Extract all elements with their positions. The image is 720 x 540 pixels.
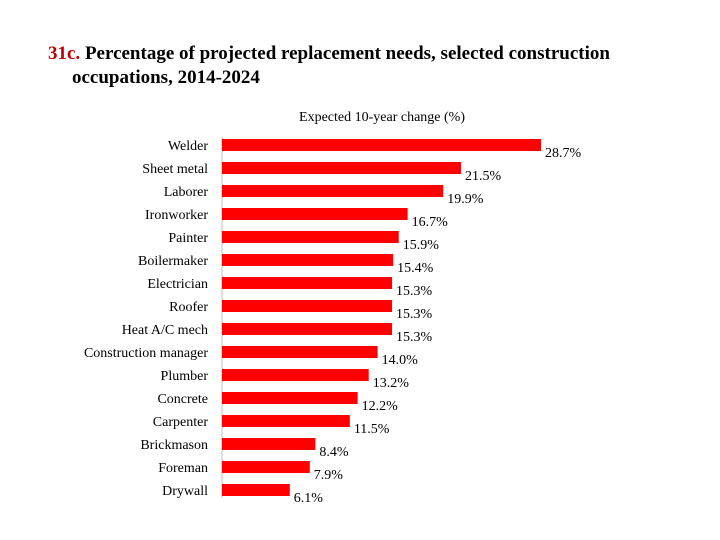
bar [222, 139, 541, 151]
category-label: Concrete [157, 392, 208, 407]
value-label: 15.3% [396, 330, 433, 345]
category-label: Plumber [161, 369, 209, 384]
value-label: 15.9% [403, 238, 440, 253]
category-label: Laborer [164, 185, 209, 200]
bar [222, 231, 399, 243]
category-label: Construction manager [84, 346, 208, 361]
category-label: Boilermaker [138, 254, 208, 269]
bar [222, 208, 408, 220]
category-label: Welder [168, 139, 208, 154]
value-label: 12.2% [362, 399, 399, 414]
value-label: 14.0% [382, 353, 419, 368]
value-label: 8.4% [319, 445, 349, 460]
value-label: 15.4% [397, 261, 434, 276]
chart-title-line1: Percentage of projected replacement need… [84, 43, 610, 64]
category-label: Brickmason [140, 438, 208, 453]
chart-number: 31c. [48, 43, 81, 64]
bar [222, 300, 393, 312]
category-label: Sheet metal [142, 162, 208, 177]
bar [222, 162, 461, 174]
bar [222, 185, 444, 197]
value-label: 16.7% [412, 215, 449, 230]
bar [222, 346, 378, 358]
chart-title-line2: occupations, 2014-2024 [72, 67, 260, 88]
bar [222, 484, 290, 496]
bar [222, 392, 358, 404]
value-label: 13.2% [373, 376, 410, 391]
bar [222, 323, 393, 335]
category-label: Electrician [147, 277, 208, 292]
chart-subtitle: Expected 10-year change (%) [299, 110, 465, 125]
bar [222, 415, 350, 427]
chart-title: 31c. Percentage of projected replacement… [48, 42, 688, 90]
category-label: Painter [168, 231, 208, 246]
category-label: Drywall [162, 484, 208, 499]
value-label: 7.9% [314, 468, 344, 483]
value-label: 15.3% [396, 307, 433, 322]
bar [222, 461, 310, 473]
value-label: 6.1% [294, 491, 324, 506]
bar [222, 438, 316, 450]
bar [222, 369, 369, 381]
value-label: 21.5% [465, 169, 502, 184]
bar [222, 254, 394, 266]
value-label: 15.3% [396, 284, 433, 299]
value-label: 11.5% [354, 422, 390, 437]
category-label: Carpenter [153, 415, 209, 430]
category-label: Heat A/C mech [122, 323, 208, 338]
category-label: Ironworker [145, 208, 208, 223]
value-label: 28.7% [545, 146, 582, 161]
category-label: Roofer [169, 300, 208, 315]
value-label: 19.9% [447, 192, 484, 207]
category-label: Foreman [158, 461, 208, 476]
bar [222, 277, 393, 289]
